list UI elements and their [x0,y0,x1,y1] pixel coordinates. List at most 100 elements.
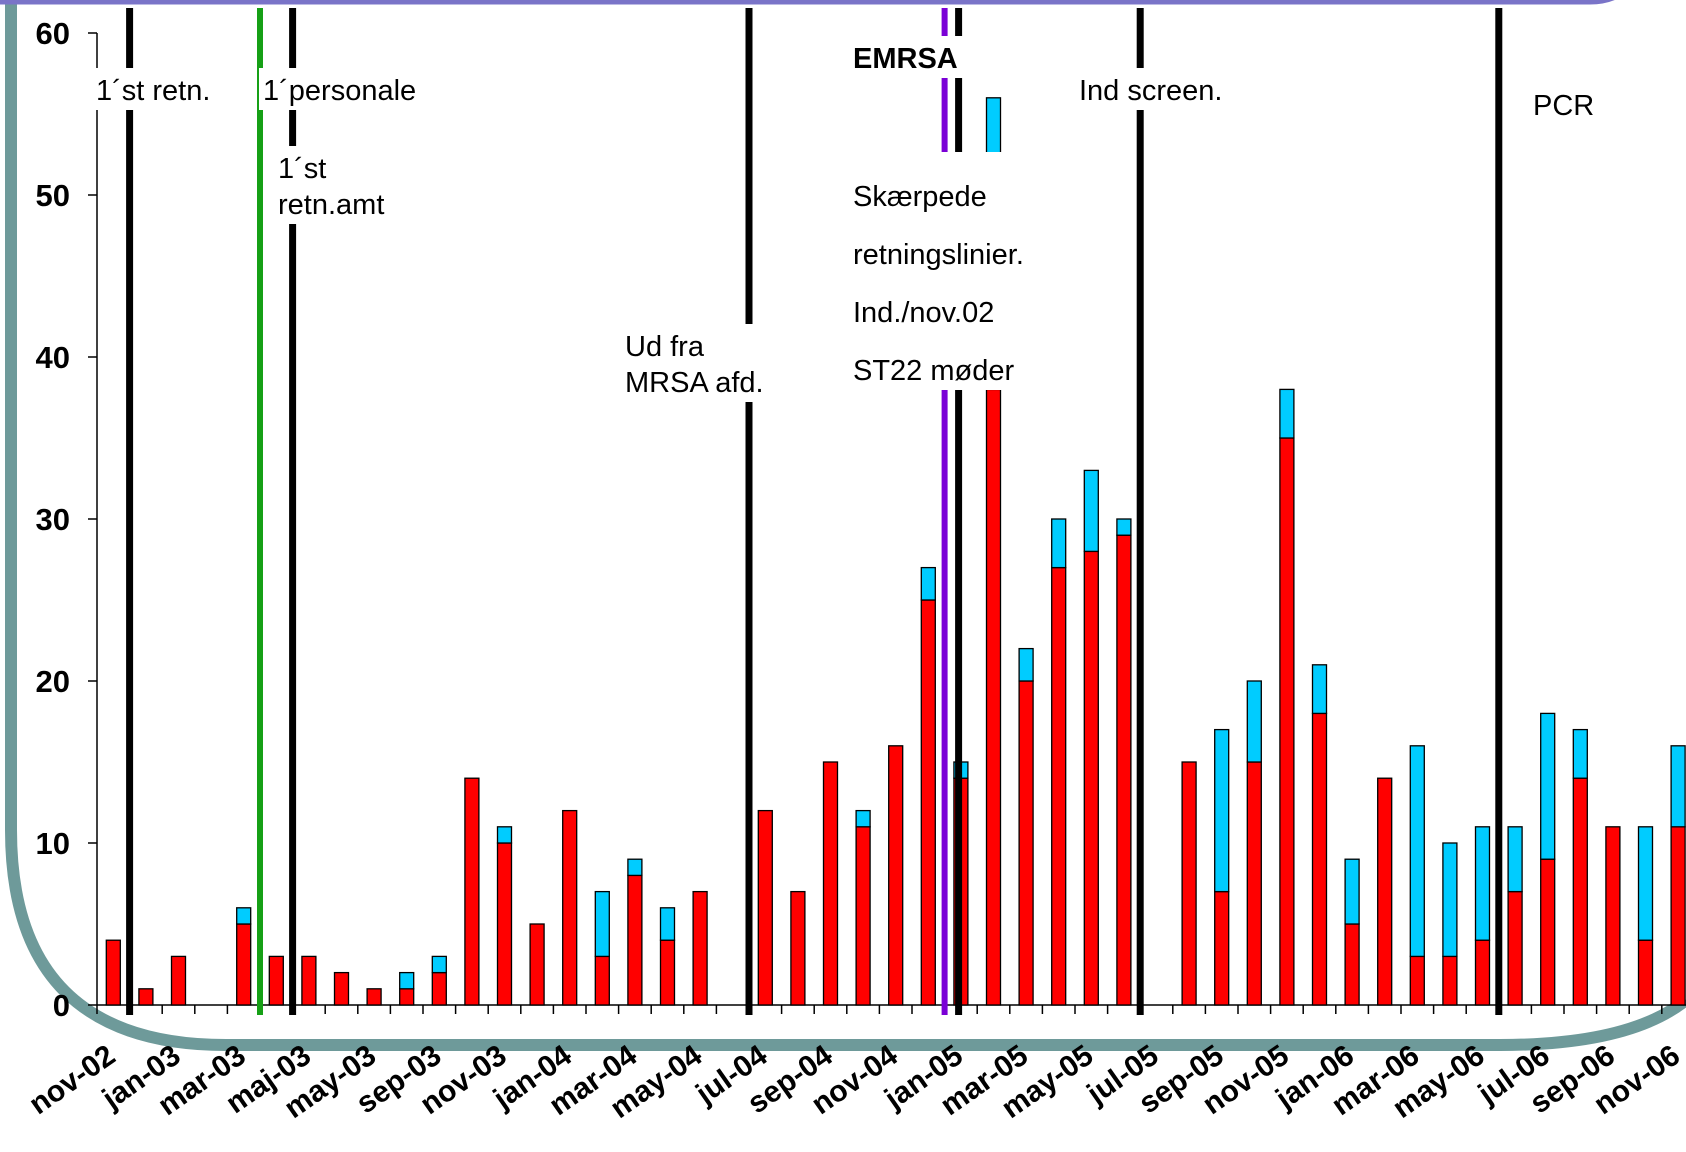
bar-cyan-mar-03 [236,907,252,925]
bar-red-mar-03 [236,923,252,1006]
bar-red-jun-03 [333,971,350,1006]
annotation-bg [1075,68,1245,110]
y-tick-label: 60 [36,16,70,51]
bar-cyan-jan-06 [1344,858,1360,925]
bar-red-dec-05 [1311,712,1328,1006]
annotation-line: Ind./nov.02 [853,297,994,329]
bar-red-may-03 [366,988,382,1006]
bar-red-apr-03 [268,955,284,1006]
bar-cyan-jul-06 [1540,712,1556,860]
bar-cyan-oct-06 [1637,826,1654,941]
bar-cyan-nov-05 [1279,388,1295,439]
bar-red-jun-06 [1507,890,1523,1006]
annotation-personale: 1´personale [259,68,429,110]
x-tick-label: nov-02 [23,1039,121,1121]
annotation-bg [1529,83,1609,125]
bar-red-apr-04 [659,939,676,1006]
bar-cyan-apr-05 [1051,518,1067,569]
annotation-line: Ud fra [625,331,705,363]
bar-red-oct-06 [1637,939,1654,1006]
bar-cyan-aug-03 [399,971,415,990]
y-tick-label: 30 [36,502,70,537]
annotation-line: 1´st [278,153,326,185]
bar-cyan-feb-04 [594,890,610,958]
annotation-bg [92,68,220,110]
annotation-pcr: PCR [1529,83,1609,125]
y-tick-label: 0 [53,988,70,1023]
annotation-line: PCR [1533,90,1594,122]
bar-cyan-mar-05 [1018,647,1034,682]
bar-red-maj-03 [301,955,317,1006]
bar-red-nov-06 [1670,826,1686,1006]
bar-red-jul-04 [757,809,773,1006]
annotation-line: ST22 møder [853,355,1014,387]
annotation-ud-fra: Ud fra MRSA afd. [621,324,781,402]
bar-red-sep-06 [1605,826,1621,1006]
annotation-bg [849,36,977,78]
bar-red-nov-03 [496,842,513,1006]
bar-cyan-jun-05 [1116,518,1132,536]
bar-red-oct-04 [855,826,871,1006]
annotation-bg [621,324,781,402]
bar-red-may-06 [1474,939,1491,1006]
bar-red-feb-06 [1377,777,1393,1006]
bar-cyan-apr-04 [659,907,676,941]
slide-frame [5,0,1686,1051]
bar-red-mar-04 [627,874,643,1006]
annotation-line: retn.amt [278,189,384,221]
slide-frame-top [0,0,1615,5]
bar-red-may-04 [692,890,708,1006]
bar-red-dec-04 [920,599,936,1006]
bar-cyan-mar-06 [1409,745,1425,958]
bar-red-dec-03 [529,923,545,1006]
bar-red-nov-02 [105,939,121,1006]
annotation-line: Skærpede [853,181,987,213]
bar-red-apr-05 [1051,566,1067,1006]
y-tick-label: 40 [36,340,70,375]
annotation-line: EMRSA [853,43,958,75]
bar-cyan-apr-06 [1442,842,1458,958]
annotation-line: 1´personale [263,75,416,107]
y-tick-label: 50 [36,178,70,213]
annotation-line: 1´st retn. [96,75,210,107]
bar-red-oct-03 [464,777,480,1006]
bar-red-aug-03 [399,988,415,1006]
bar-cyan-may-05 [1083,469,1099,553]
bar-cyan-may-06 [1474,826,1491,941]
bar-red-jun-05 [1116,534,1132,1006]
annotation-emrsa-title: EMRSA [849,36,977,78]
bar-cyan-oct-05 [1246,680,1262,763]
annotation-retn-amt: 1´st retn.amt [274,146,394,224]
bar-red-apr-06 [1442,955,1458,1006]
bar-red-jul-06 [1540,858,1556,1006]
annotation-emrsa-body: Skærpede retningslinier. Ind./nov.02 ST22 m… [849,152,1029,390]
bar-red-aug-06 [1572,777,1588,1006]
bar-cyan-jun-06 [1507,826,1523,893]
annotation-line: retningslinier. [853,239,1024,271]
annotation-bg [259,68,429,110]
bar-cyan-nov-06 [1670,745,1686,828]
bar-red-sep-04 [822,761,839,1006]
bar-red-sep-05 [1214,890,1230,1006]
bar-red-sep-03 [431,971,447,1006]
bar-red-jan-06 [1344,923,1360,1006]
bar-cyan-dec-04 [920,566,936,601]
annotation-ind-screen: Ind screen. [1075,68,1245,110]
annotations: 1´st retn. 1´personale 1´st retn.amt Ud fra M… [92,36,1609,402]
bar-cyan-nov-03 [496,826,513,844]
bar-red-mar-06 [1409,955,1425,1006]
annotation-line: Ind screen. [1079,75,1222,107]
bar-red-jan-03 [170,955,187,1006]
bar-red-nov-05 [1279,437,1295,1006]
bar-red-feb-05 [985,388,1002,1006]
bar-cyan-mar-04 [627,858,643,877]
bar-red-jan-04 [562,809,578,1006]
annotation-1st-retn: 1´st retn. [92,68,220,110]
bar-red-aug-04 [790,890,806,1006]
annotation-bg [849,152,1029,390]
annotation-bg [274,146,394,224]
annotation-line: MRSA afd. [625,367,764,399]
bar-cyan-sep-03 [431,955,447,974]
bar-red-oct-05 [1246,761,1262,1006]
